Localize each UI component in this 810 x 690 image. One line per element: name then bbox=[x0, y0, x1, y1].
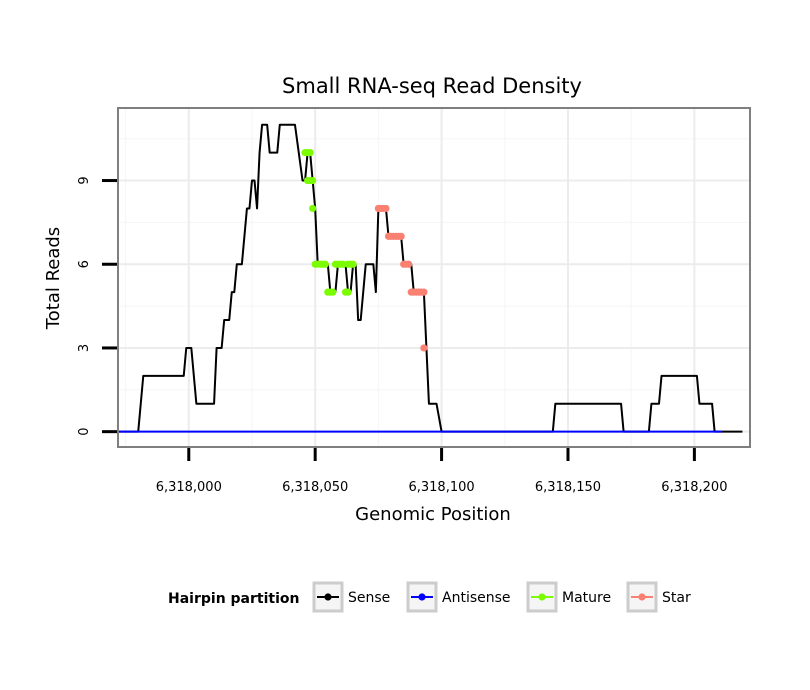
data-point-star bbox=[420, 288, 428, 296]
legend-label-antisense: Antisense bbox=[442, 590, 511, 606]
plot-border bbox=[117, 107, 751, 448]
legend-label-mature: Mature bbox=[562, 590, 611, 606]
chart-title: Small RNA-seq Read Density bbox=[282, 74, 582, 98]
x-tick-label: 6,318,050 bbox=[282, 480, 348, 495]
y-tick-label: 6 bbox=[77, 260, 92, 268]
x-tick-label: 6,318,100 bbox=[408, 480, 474, 495]
y-tick-label: 9 bbox=[77, 176, 92, 184]
x-tick-label: 6,318,200 bbox=[661, 480, 727, 495]
legend-label-sense: Sense bbox=[348, 590, 390, 606]
grid bbox=[118, 108, 750, 447]
data-point-mature bbox=[309, 176, 317, 185]
data-point-mature bbox=[329, 288, 337, 296]
x-axis-title: Genomic Position bbox=[355, 504, 511, 525]
series-layer bbox=[118, 123, 743, 433]
legend-title: Hairpin partition bbox=[168, 591, 299, 607]
data-point-star bbox=[382, 204, 390, 213]
legend-key-point-mature bbox=[538, 593, 546, 601]
legend: Hairpin partition Sense Antisense Mature St… bbox=[168, 581, 691, 613]
data-point-mature bbox=[309, 204, 317, 213]
data-point-mature bbox=[321, 260, 329, 268]
data-point-star bbox=[397, 232, 405, 240]
plot-panel bbox=[117, 107, 751, 448]
data-point-mature bbox=[344, 288, 352, 296]
x-tick-label: 6,318,150 bbox=[535, 480, 601, 495]
data-point-mature bbox=[349, 260, 357, 268]
legend-key-point-star bbox=[638, 593, 646, 601]
y-axis: 0 3 6 9 bbox=[77, 176, 117, 436]
y-tick-label: 3 bbox=[77, 344, 92, 352]
data-point-mature bbox=[306, 149, 314, 157]
legend-items: Sense Antisense Mature Star bbox=[312, 581, 691, 613]
data-point-mature bbox=[339, 260, 347, 268]
legend-label-star: Star bbox=[662, 590, 691, 606]
plot-background bbox=[118, 108, 750, 447]
legend-key-point-sense bbox=[324, 593, 332, 601]
legend-key-point-antisense bbox=[418, 593, 426, 601]
x-tick-label: 6,318,000 bbox=[156, 480, 222, 495]
data-point-star bbox=[420, 344, 428, 352]
x-axis: 6,318,000 6,318,050 6,318,100 6,318,150 6,31… bbox=[156, 448, 727, 495]
data-point-star bbox=[405, 260, 413, 268]
y-axis-title: Total Reads bbox=[43, 227, 64, 330]
y-tick-label: 0 bbox=[77, 428, 92, 436]
